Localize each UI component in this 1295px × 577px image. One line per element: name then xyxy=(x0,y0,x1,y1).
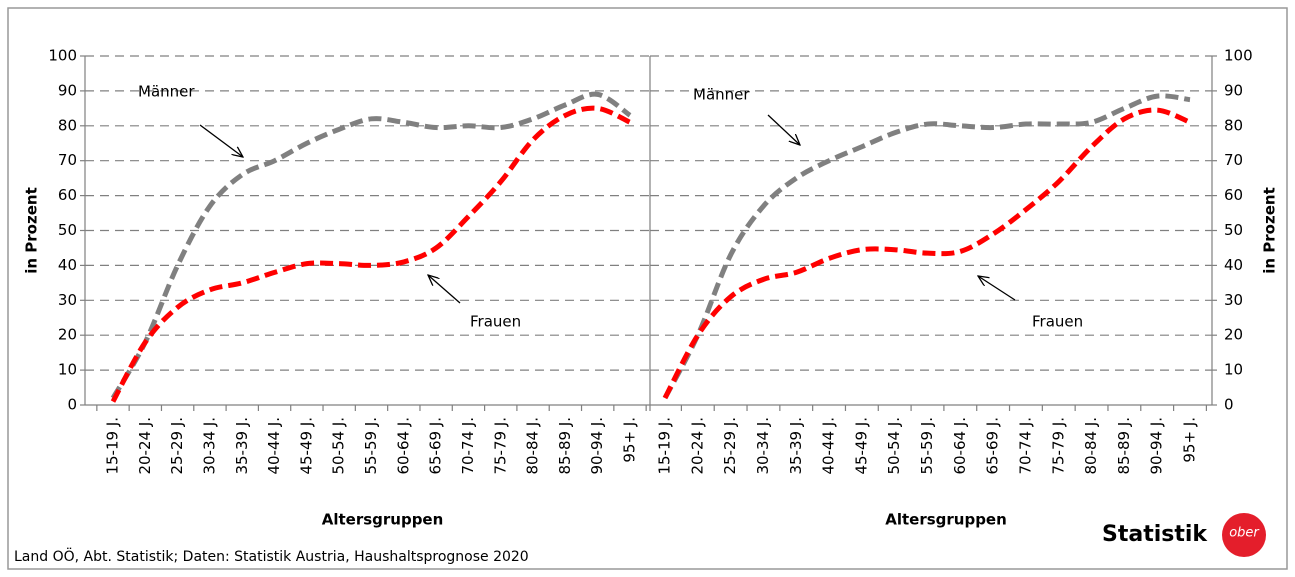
annotation: Frauen xyxy=(470,313,521,331)
annotation: Männer xyxy=(138,83,195,101)
y-tick-label: 0 xyxy=(1224,396,1234,414)
x-tick-label: 65-69 J. xyxy=(984,417,1002,475)
y-tick-label: 80 xyxy=(58,116,77,134)
y-tick-label: 40 xyxy=(58,256,77,274)
y-tick-label: 20 xyxy=(58,326,77,344)
x-tick-label: 40-44 J. xyxy=(820,417,838,475)
annotation-arrow xyxy=(428,275,461,304)
y-tick-label: 100 xyxy=(1224,47,1253,65)
x-tick-label: 35-39 J. xyxy=(233,417,251,475)
logo-badge-text: ober xyxy=(1229,526,1260,541)
annotation-arrow xyxy=(767,114,800,145)
y-tick-label: 90 xyxy=(58,81,77,99)
y-axis-label: in Prozent xyxy=(23,187,41,274)
x-tick-label: 75-79 J. xyxy=(1049,417,1067,475)
x-tick-label: 70-74 J. xyxy=(1016,417,1034,475)
line-series xyxy=(662,93,1191,400)
x-axis-label: Altersgruppen xyxy=(885,511,1007,529)
x-tick-label: 90-94 J. xyxy=(588,417,606,475)
y-tick-label: 0 xyxy=(67,396,77,414)
frame xyxy=(7,7,1288,570)
source: Land OÖ, Abt. Statistik; Daten: Statisti… xyxy=(14,547,529,565)
x-tick-label: 65-69 J. xyxy=(427,417,445,475)
annotation: Männer xyxy=(693,86,750,104)
y-axis-label: in Prozent xyxy=(1261,187,1279,274)
y-tick-label: 100 xyxy=(48,47,77,65)
y-tick-label: 20 xyxy=(1224,326,1243,344)
y-tick-label: 30 xyxy=(58,291,77,309)
y-tick-label: 70 xyxy=(58,151,77,169)
annotation: Frauen xyxy=(1032,313,1083,331)
line-series xyxy=(662,107,1191,400)
y-tick-label: 40 xyxy=(1224,256,1243,274)
x-tick-label: 60-64 J. xyxy=(394,417,412,475)
x-tick-label: 30-34 J. xyxy=(200,417,218,475)
y-tick-label: 70 xyxy=(1224,151,1243,169)
y-tick-label: 80 xyxy=(1224,116,1243,134)
y-tick-label: 90 xyxy=(1224,81,1243,99)
annotation-arrow xyxy=(978,276,1016,301)
x-tick-label: 70-74 J. xyxy=(459,417,477,475)
y-tick-label: 60 xyxy=(1224,186,1243,204)
x-tick-label: 40-44 J. xyxy=(265,417,283,475)
y-tick-label: 10 xyxy=(1224,361,1243,379)
x-tick-label: 30-34 J. xyxy=(754,417,772,475)
y-tick-label: 10 xyxy=(58,361,77,379)
x-tick-label: 20-24 J. xyxy=(688,417,706,475)
logo-text: Statistik xyxy=(1102,522,1208,547)
x-tick-label: 90-94 J. xyxy=(1148,417,1166,475)
x-tick-label: 20-24 J. xyxy=(136,417,154,475)
x-tick-label: 15-19 J. xyxy=(656,417,674,475)
x-tick-label: 45-49 J. xyxy=(852,417,870,475)
x-tick-label: 60-64 J. xyxy=(951,417,969,475)
x-tick-label: 25-29 J. xyxy=(168,417,186,475)
x-axis-label: Altersgruppen xyxy=(322,511,444,529)
line-series xyxy=(110,105,632,403)
line-series xyxy=(110,91,632,400)
x-tick-label: 25-29 J. xyxy=(721,417,739,475)
x-tick-label: 95+ J. xyxy=(621,417,639,463)
x-tick-label: 50-54 J. xyxy=(885,417,903,475)
x-tick-label: 35-39 J. xyxy=(787,417,805,475)
x-tick-label: 95+ J. xyxy=(1181,417,1199,463)
x-tick-label: 15-19 J. xyxy=(104,417,122,475)
x-tick-label: 75-79 J. xyxy=(491,417,509,475)
x-tick-label: 55-59 J. xyxy=(362,417,380,475)
x-tick-label: 80-84 J. xyxy=(1082,417,1100,475)
x-tick-label: 50-54 J. xyxy=(330,417,348,475)
x-tick-label: 80-84 J. xyxy=(524,417,542,475)
logo-badge xyxy=(1222,513,1266,557)
y-tick-label: 50 xyxy=(1224,221,1243,239)
y-tick-label: 60 xyxy=(58,186,77,204)
y-tick-label: 50 xyxy=(58,221,77,239)
x-tick-label: 55-59 J. xyxy=(918,417,936,475)
annotation-arrow xyxy=(199,124,243,157)
y-tick-label: 30 xyxy=(1224,291,1243,309)
x-tick-label: 85-89 J. xyxy=(556,417,574,475)
x-tick-label: 85-89 J. xyxy=(1115,417,1133,475)
x-tick-label: 45-49 J. xyxy=(297,417,315,475)
